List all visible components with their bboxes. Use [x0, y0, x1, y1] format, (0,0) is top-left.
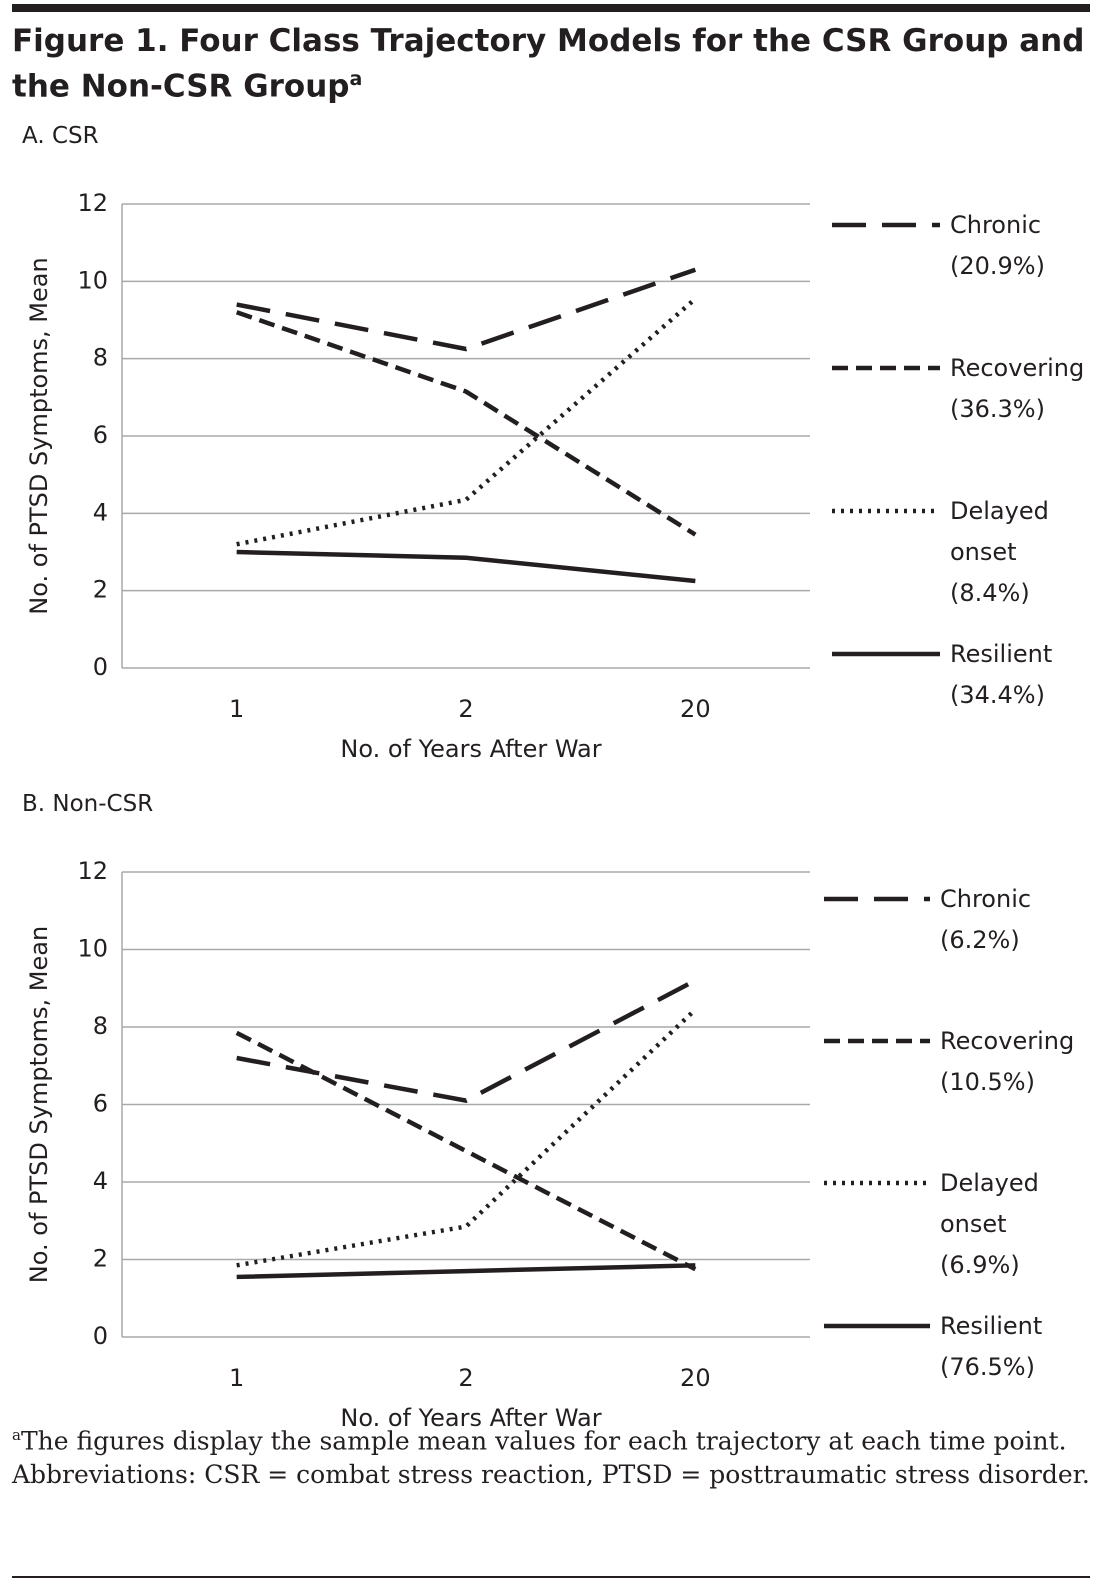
- legend-label: Resilient (34.4%): [950, 640, 1053, 709]
- y-tick-label: 12: [77, 857, 108, 885]
- y-tick-label: 0: [93, 653, 108, 681]
- footnote-marker: a: [12, 1426, 21, 1444]
- x-tick-label: 20: [680, 1364, 711, 1392]
- series-line: [236, 549, 696, 584]
- x-axis-label: No. of Years After War: [340, 1404, 601, 1432]
- abbreviations: Abbreviations: CSR = combat stress react…: [12, 1460, 1090, 1490]
- series-line: [235, 1030, 697, 1272]
- y-tick-label: 10: [77, 935, 108, 963]
- legend-label: Delayed onset (8.4%): [950, 497, 1049, 607]
- legend-label: Resilient (76.5%): [940, 1312, 1043, 1381]
- series-line: [236, 1007, 697, 1268]
- series-line: [235, 310, 697, 537]
- footnote-text: The figures display the sample mean valu…: [20, 1426, 1067, 1456]
- legend-label: Chronic (20.9%): [950, 211, 1045, 280]
- x-tick-label: 20: [680, 695, 711, 723]
- y-tick-label: 2: [93, 1245, 108, 1273]
- title-text: Figure 1. Four Class Trajectory Models f…: [12, 23, 1085, 105]
- x-axis-label: No. of Years After War: [340, 735, 601, 763]
- chart-title: B. Non-CSR: [22, 791, 154, 817]
- series-line: [236, 267, 697, 352]
- y-tick-label: 4: [93, 1167, 108, 1195]
- x-tick-label: 1: [229, 1364, 244, 1392]
- y-tick-label: 0: [93, 1322, 108, 1350]
- y-axis-label: No. of PTSD Symptoms, Mean: [25, 926, 53, 1283]
- bottom-rule: [12, 1576, 1090, 1578]
- legend-label: Recovering (36.3%): [950, 354, 1085, 423]
- series-line: [236, 1263, 696, 1280]
- y-tick-label: 4: [93, 498, 108, 526]
- y-tick-label: 6: [93, 1090, 108, 1118]
- y-tick-label: 2: [93, 576, 108, 604]
- y-tick-label: 8: [93, 344, 108, 372]
- footnotes: aThe figures display the sample mean val…: [12, 1418, 1102, 1492]
- y-tick-label: 12: [77, 189, 108, 217]
- top-rule: [12, 4, 1090, 12]
- legend-label: Delayed onset (6.9%): [940, 1169, 1039, 1279]
- figure-title: Figure 1. Four Class Trajectory Models f…: [12, 22, 1092, 105]
- x-tick-label: 2: [458, 1364, 473, 1392]
- footnote: aThe figures display the sample mean val…: [12, 1418, 1102, 1458]
- series-line: [236, 978, 697, 1103]
- y-tick-label: 10: [77, 266, 108, 294]
- y-tick-label: 8: [93, 1012, 108, 1040]
- x-tick-label: 2: [458, 695, 473, 723]
- title-note: a: [349, 68, 363, 90]
- y-tick-label: 6: [93, 421, 108, 449]
- chart-title: A. CSR: [22, 123, 99, 149]
- legend-label: Chronic (6.2%): [940, 885, 1032, 954]
- x-tick-label: 1: [229, 695, 244, 723]
- y-axis-label: No. of PTSD Symptoms, Mean: [25, 257, 53, 614]
- legend-label: Recovering (10.5%): [940, 1027, 1075, 1096]
